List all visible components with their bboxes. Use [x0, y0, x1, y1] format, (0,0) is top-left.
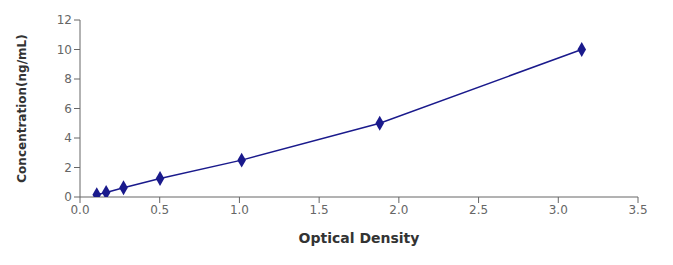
svg-text:2.5: 2.5 — [469, 203, 488, 217]
svg-text:0.5: 0.5 — [150, 203, 169, 217]
svg-text:1.5: 1.5 — [310, 203, 329, 217]
svg-text:12: 12 — [57, 13, 72, 27]
svg-text:3.5: 3.5 — [628, 203, 647, 217]
svg-text:4: 4 — [64, 131, 72, 145]
svg-text:1.0: 1.0 — [230, 203, 249, 217]
svg-text:3.0: 3.0 — [549, 203, 568, 217]
svg-text:6: 6 — [64, 102, 72, 116]
svg-text:Concentration(ng/mL): Concentration(ng/mL) — [15, 34, 29, 182]
svg-text:2.0: 2.0 — [389, 203, 408, 217]
svg-text:0: 0 — [64, 190, 72, 204]
svg-text:2: 2 — [64, 161, 72, 175]
svg-text:10: 10 — [57, 43, 72, 57]
svg-text:0.0: 0.0 — [70, 203, 89, 217]
svg-text:8: 8 — [64, 72, 72, 86]
svg-text:Optical Density: Optical Density — [299, 230, 420, 246]
